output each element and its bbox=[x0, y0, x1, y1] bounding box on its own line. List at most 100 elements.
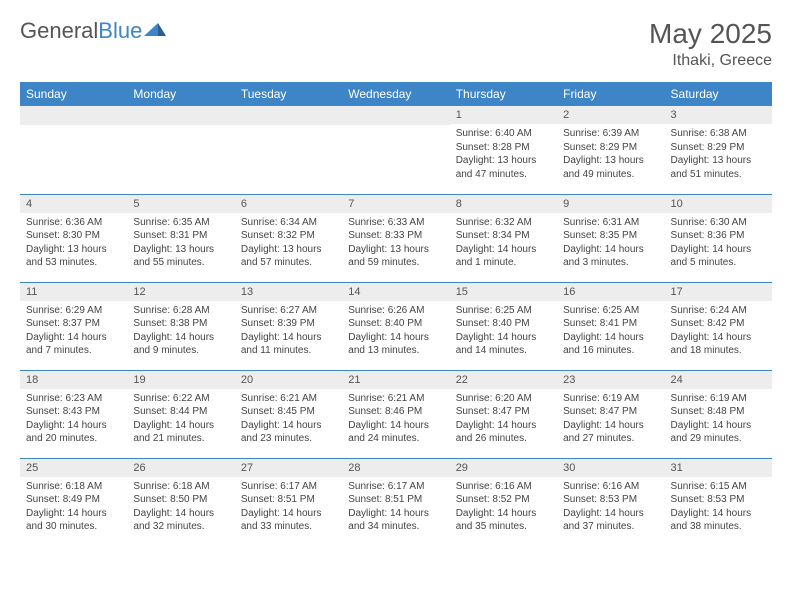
calendar-cell: 5Sunrise: 6:35 AMSunset: 8:31 PMDaylight… bbox=[127, 194, 234, 282]
sunset-text: Sunset: 8:50 PM bbox=[133, 493, 228, 507]
day-number: 31 bbox=[665, 459, 772, 477]
day-details: Sunrise: 6:15 AMSunset: 8:53 PMDaylight:… bbox=[665, 477, 772, 540]
dow-wednesday: Wednesday bbox=[342, 82, 449, 106]
sunrise-text: Sunrise: 6:18 AM bbox=[26, 480, 121, 494]
day-details: Sunrise: 6:16 AMSunset: 8:52 PMDaylight:… bbox=[450, 477, 557, 540]
daylight-text: Daylight: 14 hours and 18 minutes. bbox=[671, 331, 766, 358]
daylight-text: Daylight: 14 hours and 11 minutes. bbox=[241, 331, 336, 358]
sunset-text: Sunset: 8:36 PM bbox=[671, 229, 766, 243]
day-number: 12 bbox=[127, 283, 234, 301]
sunset-text: Sunset: 8:33 PM bbox=[348, 229, 443, 243]
calendar-cell: 27Sunrise: 6:17 AMSunset: 8:51 PMDayligh… bbox=[235, 458, 342, 546]
sunrise-text: Sunrise: 6:20 AM bbox=[456, 392, 551, 406]
calendar-cell: 17 Sunrise: 6:24 AMSunset: 8:42 PMDayligh… bbox=[665, 282, 772, 370]
sunset-text: Sunset: 8:39 PM bbox=[241, 317, 336, 331]
day-details: Sunrise: 6:18 AMSunset: 8:50 PMDaylight:… bbox=[127, 477, 234, 540]
day-details: Sunrise: 6:35 AMSunset: 8:31 PMDaylight:… bbox=[127, 213, 234, 276]
day-details: Sunrise: 6:29 AMSunset: 8:37 PMDaylight:… bbox=[20, 301, 127, 364]
daylight-text: Daylight: 14 hours and 5 minutes. bbox=[671, 243, 766, 270]
day-number bbox=[20, 106, 127, 125]
sunrise-text: Sunrise: 6:25 AM bbox=[563, 304, 658, 318]
sunset-text: Sunset: 8:42 PM bbox=[671, 317, 766, 331]
day-number bbox=[235, 106, 342, 125]
day-number: 19 bbox=[127, 371, 234, 389]
day-number: 18 bbox=[20, 371, 127, 389]
sunset-text: Sunset: 8:29 PM bbox=[563, 141, 658, 155]
calendar-cell bbox=[20, 106, 127, 194]
sunrise-text: Sunrise: 6:38 AM bbox=[671, 127, 766, 141]
day-details: Sunrise: 6:21 AMSunset: 8:46 PMDaylight:… bbox=[342, 389, 449, 452]
sunrise-text: Sunrise: 6:24 AM bbox=[671, 304, 766, 318]
sunset-text: Sunset: 8:34 PM bbox=[456, 229, 551, 243]
calendar-cell: 10Sunrise: 6:30 AMSunset: 8:36 PMDayligh… bbox=[665, 194, 772, 282]
sunrise-text: Sunrise: 6:27 AM bbox=[241, 304, 336, 318]
sunset-text: Sunset: 8:49 PM bbox=[26, 493, 121, 507]
calendar-cell: 8Sunrise: 6:32 AMSunset: 8:34 PMDaylight… bbox=[450, 194, 557, 282]
day-details: Sunrise: 6:38 AMSunset: 8:29 PMDaylight:… bbox=[665, 124, 772, 187]
calendar-cell bbox=[127, 106, 234, 194]
calendar-cell: 7Sunrise: 6:33 AMSunset: 8:33 PMDaylight… bbox=[342, 194, 449, 282]
page-title: May 2025 bbox=[649, 18, 772, 50]
sunrise-text: Sunrise: 6:35 AM bbox=[133, 216, 228, 230]
day-details: Sunrise: 6:25 AMSunset: 8:41 PMDaylight:… bbox=[557, 301, 664, 364]
sunset-text: Sunset: 8:53 PM bbox=[671, 493, 766, 507]
dow-monday: Monday bbox=[127, 82, 234, 106]
day-details: Sunrise: 6:16 AMSunset: 8:53 PMDaylight:… bbox=[557, 477, 664, 540]
calendar-cell: 1Sunrise: 6:40 AMSunset: 8:28 PMDaylight… bbox=[450, 106, 557, 194]
logo-text-gray: General bbox=[20, 18, 98, 43]
calendar-week: 1Sunrise: 6:40 AMSunset: 8:28 PMDaylight… bbox=[20, 106, 772, 194]
sunset-text: Sunset: 8:51 PM bbox=[241, 493, 336, 507]
sunset-text: Sunset: 8:28 PM bbox=[456, 141, 551, 155]
calendar-cell: 6Sunrise: 6:34 AMSunset: 8:32 PMDaylight… bbox=[235, 194, 342, 282]
calendar-cell bbox=[342, 106, 449, 194]
calendar-cell: 13Sunrise: 6:27 AMSunset: 8:39 PMDayligh… bbox=[235, 282, 342, 370]
daylight-text: Daylight: 13 hours and 57 minutes. bbox=[241, 243, 336, 270]
calendar-cell: 2Sunrise: 6:39 AMSunset: 8:29 PMDaylight… bbox=[557, 106, 664, 194]
daylight-text: Daylight: 14 hours and 9 minutes. bbox=[133, 331, 228, 358]
sunrise-text: Sunrise: 6:22 AM bbox=[133, 392, 228, 406]
daylight-text: Daylight: 14 hours and 26 minutes. bbox=[456, 419, 551, 446]
day-number: 21 bbox=[342, 371, 449, 389]
sunset-text: Sunset: 8:48 PM bbox=[671, 405, 766, 419]
sunrise-text: Sunrise: 6:32 AM bbox=[456, 216, 551, 230]
sunrise-text: Sunrise: 6:21 AM bbox=[348, 392, 443, 406]
sunset-text: Sunset: 8:40 PM bbox=[348, 317, 443, 331]
day-number: 28 bbox=[342, 459, 449, 477]
day-details: Sunrise: 6:20 AMSunset: 8:47 PMDaylight:… bbox=[450, 389, 557, 452]
day-number: 29 bbox=[450, 459, 557, 477]
day-number: 5 bbox=[127, 195, 234, 213]
day-details: Sunrise: 6:21 AMSunset: 8:45 PMDaylight:… bbox=[235, 389, 342, 452]
daylight-text: Daylight: 14 hours and 16 minutes. bbox=[563, 331, 658, 358]
calendar-body: 1Sunrise: 6:40 AMSunset: 8:28 PMDaylight… bbox=[20, 106, 772, 546]
day-details: Sunrise: 6:17 AMSunset: 8:51 PMDaylight:… bbox=[342, 477, 449, 540]
daylight-text: Daylight: 13 hours and 49 minutes. bbox=[563, 154, 658, 181]
daylight-text: Daylight: 14 hours and 38 minutes. bbox=[671, 507, 766, 534]
sunset-text: Sunset: 8:38 PM bbox=[133, 317, 228, 331]
daylight-text: Daylight: 14 hours and 32 minutes. bbox=[133, 507, 228, 534]
day-number: 16 bbox=[557, 283, 664, 301]
day-details: Sunrise: 6:25 AMSunset: 8:40 PMDaylight:… bbox=[450, 301, 557, 364]
title-block: May 2025 Ithaki, Greece bbox=[649, 18, 772, 70]
logo: GeneralBlue bbox=[20, 18, 166, 44]
calendar-cell: 26Sunrise: 6:18 AMSunset: 8:50 PMDayligh… bbox=[127, 458, 234, 546]
sunset-text: Sunset: 8:45 PM bbox=[241, 405, 336, 419]
day-details: Sunrise: 6:33 AMSunset: 8:33 PMDaylight:… bbox=[342, 213, 449, 276]
daylight-text: Daylight: 14 hours and 35 minutes. bbox=[456, 507, 551, 534]
day-number: 23 bbox=[557, 371, 664, 389]
sunset-text: Sunset: 8:51 PM bbox=[348, 493, 443, 507]
sunrise-text: Sunrise: 6:29 AM bbox=[26, 304, 121, 318]
day-number: 17 bbox=[665, 283, 772, 301]
dow-sunday: Sunday bbox=[20, 82, 127, 106]
calendar-cell: 23Sunrise: 6:19 AMSunset: 8:47 PMDayligh… bbox=[557, 370, 664, 458]
day-number: 30 bbox=[557, 459, 664, 477]
logo-text: GeneralBlue bbox=[20, 18, 142, 44]
daylight-text: Daylight: 13 hours and 51 minutes. bbox=[671, 154, 766, 181]
daylight-text: Daylight: 14 hours and 29 minutes. bbox=[671, 419, 766, 446]
calendar-cell: 12Sunrise: 6:28 AMSunset: 8:38 PMDayligh… bbox=[127, 282, 234, 370]
calendar-cell: 16Sunrise: 6:25 AMSunset: 8:41 PMDayligh… bbox=[557, 282, 664, 370]
sunset-text: Sunset: 8:30 PM bbox=[26, 229, 121, 243]
day-number: 10 bbox=[665, 195, 772, 213]
daylight-text: Daylight: 14 hours and 20 minutes. bbox=[26, 419, 121, 446]
calendar-table: Sunday Monday Tuesday Wednesday Thursday… bbox=[20, 82, 772, 546]
calendar-cell: 21Sunrise: 6:21 AMSunset: 8:46 PMDayligh… bbox=[342, 370, 449, 458]
